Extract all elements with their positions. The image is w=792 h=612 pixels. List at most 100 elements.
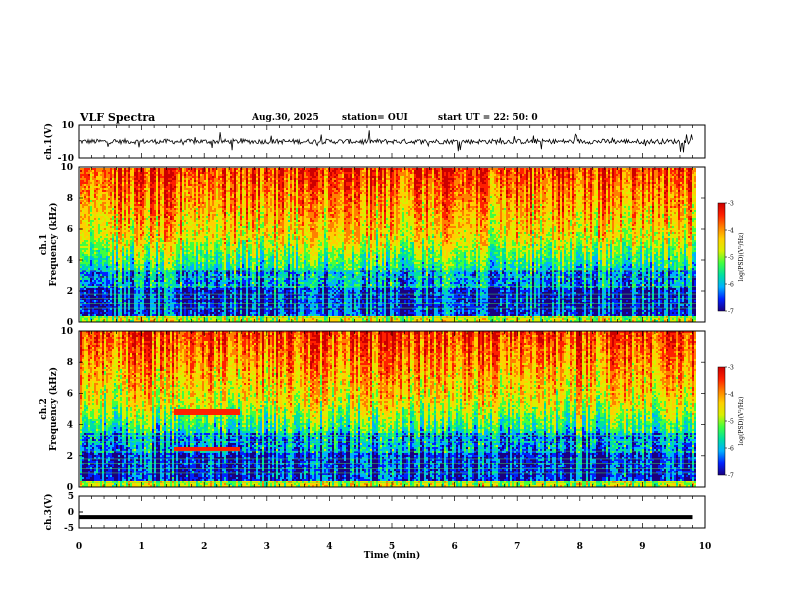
ch1-spec-cell [188, 228, 190, 230]
ch1-spec-cell [126, 266, 128, 268]
ch1-spec-cell [180, 268, 182, 270]
ch1-spec-cell [136, 252, 138, 254]
ch1-spec-cell [204, 190, 206, 192]
ch1-spec-cell [100, 280, 102, 282]
ch1-spec-cell [122, 198, 124, 200]
ch1-spec-cell [102, 206, 104, 208]
ch1-spec-cell [198, 230, 200, 232]
ch1-spec-cell [184, 312, 186, 314]
ch1-spec-cell [172, 214, 174, 216]
ch1-spec-cell [132, 248, 134, 250]
ch1-spec-cell [198, 220, 200, 222]
ch1-spec-cell [186, 224, 188, 226]
ch1-spec-cell [138, 310, 140, 312]
ch1-spec-cell [116, 262, 118, 264]
ch1-spec-cell [190, 320, 192, 322]
ch1-spec-cell [140, 312, 142, 314]
ch1-spec-cell [196, 176, 198, 178]
ch1-spec-cell [114, 184, 116, 186]
ch1-spec-cell [124, 252, 126, 254]
ch1-spec-cell [100, 262, 102, 264]
ch1-spec-cell [104, 206, 106, 208]
ch1-spec-cell [136, 286, 138, 288]
ch1-spec-cell [190, 214, 192, 216]
ch1-spec-cell [196, 174, 198, 176]
ch1-spec-cell [94, 170, 96, 172]
ch1-spec-cell [88, 168, 90, 170]
ch1-spec-cell [154, 274, 156, 276]
ch1-spec-cell [152, 234, 154, 236]
ch1-spec-cell [106, 268, 108, 270]
ch1-spec-cell [102, 288, 104, 290]
ch1-spec-cell [144, 198, 146, 200]
ch1-spec-cell [180, 244, 182, 246]
ch1-spec-cell [174, 282, 176, 284]
ch1-spec-cell [162, 224, 164, 226]
ch1-spec-cell [86, 194, 88, 196]
ch1-spec-cell [86, 196, 88, 198]
ch1-spec-cell [134, 222, 136, 224]
ch1-spec-cell [174, 264, 176, 266]
ch1-spec-cell [112, 320, 114, 322]
ch1-spec-cell [88, 200, 90, 202]
ch1-spec-cell [130, 240, 132, 242]
ch1-spec-cell [124, 204, 126, 206]
ch1-spec-cell [138, 266, 140, 268]
ch1-spec-cell [168, 318, 170, 320]
ch1-spec-cell [152, 202, 154, 204]
ch1-spec-cell [120, 304, 122, 306]
ch1-spec-cell [188, 300, 190, 302]
ch1-spec-cell [82, 214, 84, 216]
ch1-spec-cell [170, 226, 172, 228]
ch1-spec-cell [100, 246, 102, 248]
ch1-spec-cell [98, 226, 100, 228]
ch1-spec-cell [120, 294, 122, 296]
ch1-spec-cell [144, 294, 146, 296]
ch1-spec-cell [84, 288, 86, 290]
ch1-spec-cell [86, 240, 88, 242]
ch1-spec-cell [134, 292, 136, 294]
ch1-spec-cell [126, 208, 128, 210]
ch1-spec-cell [100, 184, 102, 186]
ch1-spec-cell [190, 304, 192, 306]
ch1-spec-cell [194, 262, 196, 264]
ch1-spec-cell [82, 234, 84, 236]
ch1-spec-cell [86, 170, 88, 172]
ch1-spec-cell [124, 240, 126, 242]
ch1-spec-cell [198, 248, 200, 250]
ch1-spec-cell [176, 296, 178, 298]
ch1-spec-cell [122, 186, 124, 188]
ch1-spec-cell [142, 320, 144, 322]
ch1-spec-cell [148, 256, 150, 258]
ch1-spec-cell [114, 256, 116, 258]
ch1-spec-cell [110, 198, 112, 200]
ch1-spec-cell [164, 194, 166, 196]
ch1-spec-cell [80, 194, 82, 196]
ch1-spec-cell [162, 246, 164, 248]
ch1-spec-cell [180, 262, 182, 264]
ch1-spec-cell [180, 248, 182, 250]
ch1-spec-cell [200, 248, 202, 250]
ch1-spec-cell [130, 188, 132, 190]
ch1-spec-cell [150, 290, 152, 292]
ch1-spec-cell [204, 200, 206, 202]
ch1-spec-cell [126, 222, 128, 224]
ch1-spec-cell [186, 226, 188, 228]
ch1-spec-cell [92, 210, 94, 212]
ch1-spec-cell [148, 184, 150, 186]
ch1-spec-cell [168, 306, 170, 308]
ch1-spec-cell [142, 254, 144, 256]
ch1-spec-cell [206, 314, 208, 316]
ch1-spec-cell [118, 266, 120, 268]
ch1-spec-cell [148, 222, 150, 224]
ch1-spec-cell [194, 190, 196, 192]
ch1-spec-cell [80, 274, 82, 276]
ch1-spec-cell [84, 192, 86, 194]
ch1-spec-cell [114, 174, 116, 176]
ch1-spec-cell [128, 282, 130, 284]
ch1-spec-cell [80, 200, 82, 202]
ch1-spec-cell [174, 180, 176, 182]
ch1-spec-cell [172, 224, 174, 226]
ch1-spec-cell [90, 234, 92, 236]
ch1-spec-cell [202, 244, 204, 246]
